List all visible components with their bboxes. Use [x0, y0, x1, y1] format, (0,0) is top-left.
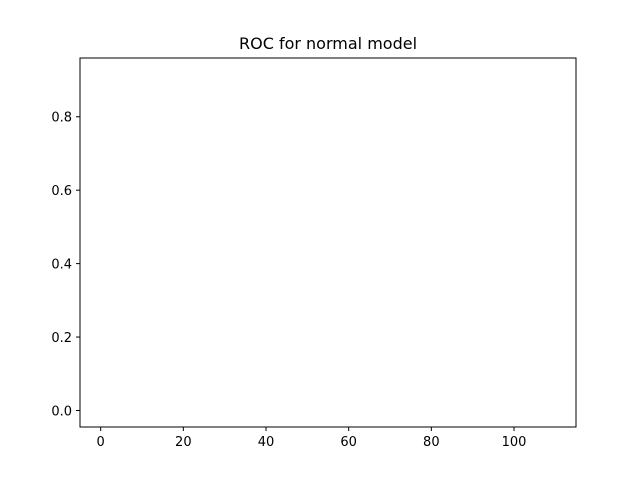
x-tick-label: 100 — [502, 435, 527, 450]
y-tick-label: 0.8 — [51, 111, 72, 126]
y-tick-label: 0.0 — [51, 404, 72, 419]
y-tick-label: 0.6 — [51, 184, 72, 199]
y-tick-label: 0.4 — [51, 258, 72, 273]
x-tick-label: 60 — [340, 435, 357, 450]
y-tick-label: 0.2 — [51, 331, 72, 346]
y-axis-ticks: 0.0 0.2 0.4 0.6 0.8 — [51, 111, 80, 419]
x-axis-ticks: 0 20 40 60 80 100 — [97, 427, 527, 450]
x-tick-label: 80 — [423, 435, 440, 450]
chart-title: ROC for normal model — [239, 34, 417, 53]
x-tick-label: 20 — [175, 435, 192, 450]
plot-area-frame — [79, 57, 577, 428]
x-tick-label: 40 — [258, 435, 275, 450]
x-tick-label: 0 — [97, 435, 105, 450]
